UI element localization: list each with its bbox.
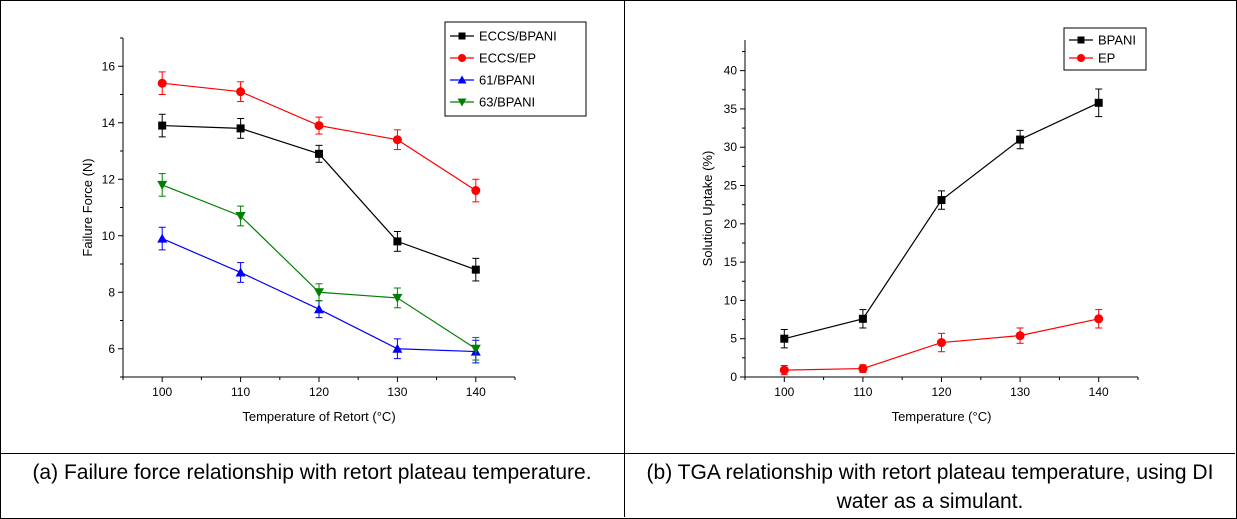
data-point <box>1094 314 1104 324</box>
data-point <box>937 196 946 205</box>
legend-box <box>1063 27 1147 71</box>
x-tick-label: 100 <box>152 385 172 399</box>
data-point <box>858 364 868 374</box>
legend: ECCS/BPANI ECCS/EP 61/BPANI 63/BPANI <box>444 21 587 117</box>
series-bpani <box>780 88 1103 349</box>
series-line <box>162 82 477 192</box>
data-point <box>1094 98 1103 107</box>
y-tick-label: 16 <box>102 59 116 73</box>
x-tick-label: 110 <box>231 385 250 399</box>
data-point <box>393 237 402 246</box>
data-point <box>392 293 403 303</box>
legend-box <box>444 21 587 117</box>
caption-b: (b) TGA relationship with retort plateau… <box>646 461 1214 513</box>
chart-a: 100 110 120 130 140 6 8 10 12 14 16 Temperature of … <box>80 21 587 424</box>
data-point <box>471 265 480 274</box>
legend-label: 61/BPANI <box>479 73 535 88</box>
data-point <box>392 135 402 145</box>
data-point <box>157 78 167 88</box>
x-tick-label: 140 <box>1089 385 1109 399</box>
data-point <box>858 314 867 323</box>
y-tick-label: 10 <box>724 293 738 307</box>
data-point <box>236 124 245 133</box>
series-eccs-bpani <box>158 113 480 282</box>
caption-a: (a) Failure force relationship with reto… <box>32 461 592 484</box>
legend-label: 63/BPANI <box>479 95 535 110</box>
legend-marker <box>458 54 466 62</box>
data-point <box>315 149 323 158</box>
series-line <box>161 184 477 350</box>
data-point <box>470 344 481 354</box>
y-tick-label: 40 <box>724 64 738 78</box>
series-63-bpani <box>157 173 481 361</box>
legend-marker <box>458 32 466 40</box>
data-point <box>236 87 246 97</box>
chart-b: 100 110 120 130 140 0 5 10 15 20 25 30 35 40 Temperatu… <box>700 27 1147 424</box>
legend: BPANI EP <box>1063 27 1147 71</box>
data-point <box>779 365 789 375</box>
data-point <box>937 338 946 348</box>
data-point <box>158 121 167 130</box>
y-tick-label: 25 <box>724 179 738 193</box>
data-point <box>392 343 403 353</box>
x-tick-label: 140 <box>466 385 486 399</box>
y-tick-label: 0 <box>730 370 737 384</box>
data-point <box>780 334 789 343</box>
series-ep <box>779 309 1104 376</box>
y-tick-label: 15 <box>724 255 738 269</box>
data-point <box>314 304 324 314</box>
y-axis-label: Failure Force (N) <box>80 158 95 256</box>
data-point <box>1015 331 1025 341</box>
data-point <box>157 233 168 243</box>
y-tick-label: 30 <box>724 140 738 154</box>
legend-marker <box>457 75 467 84</box>
legend-marker <box>457 98 467 107</box>
y-tick-label: 35 <box>724 102 738 116</box>
x-tick-label: 130 <box>387 385 407 399</box>
data-point <box>235 211 246 221</box>
series-eccs-ep <box>157 71 481 203</box>
x-tick-label: 130 <box>1010 385 1030 399</box>
y-tick-label: 12 <box>102 172 116 186</box>
y-axis-label: Solution Uptake (%) <box>700 151 715 267</box>
y-tick-label: 10 <box>102 229 116 243</box>
x-tick-label: 120 <box>931 385 951 399</box>
legend-label: ECCS/EP <box>479 51 536 66</box>
legend-marker <box>1077 36 1085 44</box>
series-line <box>784 102 1099 340</box>
caption-divider <box>0 453 1235 454</box>
y-tick-label: 8 <box>108 285 115 299</box>
legend-label: ECCS/BPANI <box>479 29 557 44</box>
legend-label: BPANI <box>1098 33 1136 48</box>
panel-divider-vertical <box>624 0 625 517</box>
y-tick-label: 5 <box>730 332 737 346</box>
legend-label: EP <box>1098 51 1115 66</box>
data-point <box>1016 135 1025 144</box>
x-tick-label: 100 <box>774 385 794 399</box>
x-axis-label: Temperature (°C) <box>892 409 992 424</box>
y-tick-label: 20 <box>724 217 738 231</box>
data-point <box>314 288 324 298</box>
data-point <box>157 180 168 190</box>
data-point <box>314 121 324 131</box>
x-tick-label: 120 <box>309 385 329 399</box>
x-axis-label: Temperature of Retort (°C) <box>242 409 395 424</box>
y-tick-label: 14 <box>102 116 116 130</box>
data-point <box>235 267 246 277</box>
y-tick-label: 6 <box>108 342 115 356</box>
x-tick-label: 110 <box>853 385 872 399</box>
legend-marker <box>1077 54 1085 62</box>
data-point <box>471 186 481 196</box>
